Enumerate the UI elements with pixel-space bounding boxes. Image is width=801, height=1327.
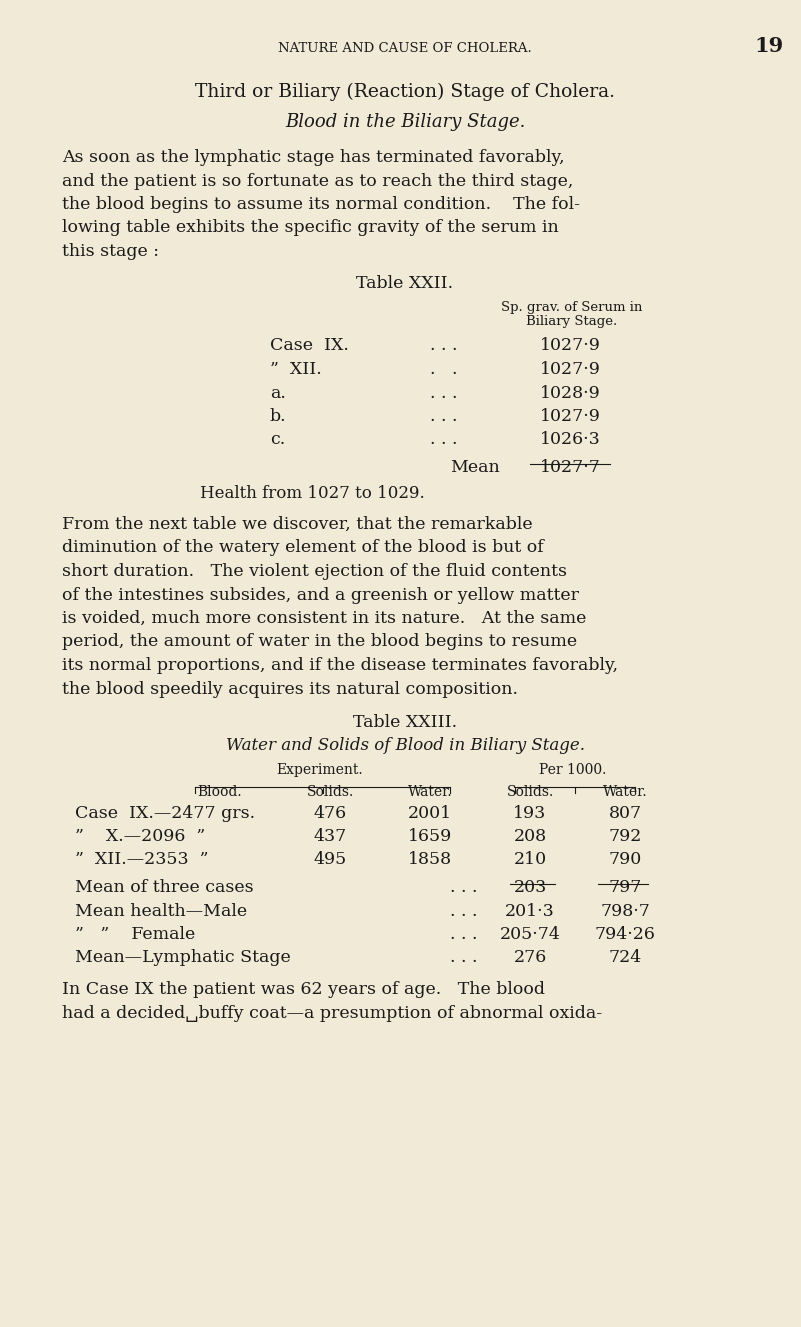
Text: short duration.   The violent ejection of the fluid contents: short duration. The violent ejection of …: [62, 563, 567, 580]
Text: Table XXIII.: Table XXIII.: [353, 714, 457, 731]
Text: had a decided␣buffy coat—a presumption of abnormal oxida-: had a decided␣buffy coat—a presumption o…: [62, 1005, 602, 1022]
Text: 495: 495: [313, 852, 347, 868]
Text: b.: b.: [270, 407, 287, 425]
Text: 476: 476: [313, 804, 347, 821]
Text: a.: a.: [270, 385, 286, 402]
Text: 205·74: 205·74: [500, 926, 561, 943]
Text: 792: 792: [608, 828, 642, 845]
Text: As soon as the lymphatic stage has terminated favorably,: As soon as the lymphatic stage has termi…: [62, 149, 565, 166]
Text: Water.: Water.: [408, 786, 453, 799]
Text: 2001: 2001: [408, 804, 452, 821]
Text: the blood begins to assume its normal condition.    The fol-: the blood begins to assume its normal co…: [62, 196, 580, 214]
Text: 1028·9: 1028·9: [540, 385, 601, 402]
Text: Mean health—Male: Mean health—Male: [75, 902, 248, 920]
Text: 1026·3: 1026·3: [540, 431, 601, 449]
Text: Table XXII.: Table XXII.: [356, 275, 453, 292]
Text: . . .: . . .: [430, 431, 457, 449]
Text: Blood.: Blood.: [198, 786, 243, 799]
Text: 203: 203: [513, 878, 546, 896]
Text: . . .: . . .: [450, 950, 477, 966]
Text: . . .: . . .: [430, 407, 457, 425]
Text: 210: 210: [513, 852, 546, 868]
Text: 201·3: 201·3: [505, 902, 555, 920]
Text: of the intestines subsides, and a greenish or yellow matter: of the intestines subsides, and a greeni…: [62, 587, 579, 604]
Text: 1858: 1858: [408, 852, 452, 868]
Text: . . .: . . .: [430, 385, 457, 402]
Text: 790: 790: [609, 852, 642, 868]
Text: 437: 437: [313, 828, 347, 845]
Text: Experiment.: Experiment.: [276, 763, 364, 778]
Text: Solids.: Solids.: [306, 786, 353, 799]
Text: NATURE AND CAUSE OF CHOLERA.: NATURE AND CAUSE OF CHOLERA.: [278, 42, 532, 54]
Text: ”   ”    Female: ” ” Female: [75, 926, 195, 943]
Text: and the patient is so fortunate as to reach the third stage,: and the patient is so fortunate as to re…: [62, 173, 574, 190]
Text: 208: 208: [513, 828, 546, 845]
Text: 1027·9: 1027·9: [540, 407, 601, 425]
Text: c.: c.: [270, 431, 285, 449]
Text: Water and Solids of Blood in Biliary Stage.: Water and Solids of Blood in Biliary Sta…: [226, 738, 585, 755]
Text: 1027·9: 1027·9: [540, 361, 601, 378]
Text: the blood speedily acquires its natural composition.: the blood speedily acquires its natural …: [62, 681, 518, 698]
Text: In Case IX the patient was 62 years of age.   The blood: In Case IX the patient was 62 years of a…: [62, 981, 545, 998]
Text: Sp. grav. of Serum in: Sp. grav. of Serum in: [501, 301, 642, 314]
Text: this stage :: this stage :: [62, 243, 159, 260]
Text: Biliary Stage.: Biliary Stage.: [526, 314, 618, 328]
Text: Mean: Mean: [450, 459, 500, 476]
Text: 1027·7: 1027·7: [540, 459, 601, 476]
Text: . . .: . . .: [450, 878, 477, 896]
Text: Case  IX.: Case IX.: [270, 337, 349, 354]
Text: 1027·9: 1027·9: [540, 337, 601, 354]
Text: 193: 193: [513, 804, 546, 821]
Text: Blood in the Biliary Stage.: Blood in the Biliary Stage.: [285, 113, 525, 131]
Text: is voided, much more consistent in its nature.   At the same: is voided, much more consistent in its n…: [62, 610, 586, 626]
Text: Solids.: Solids.: [506, 786, 553, 799]
Text: Health from 1027 to 1029.: Health from 1027 to 1029.: [200, 484, 425, 502]
Text: 798·7: 798·7: [600, 902, 650, 920]
Text: period, the amount of water in the blood begins to resume: period, the amount of water in the blood…: [62, 633, 578, 650]
Text: Third or Biliary (Reaction) Stage of Cholera.: Third or Biliary (Reaction) Stage of Cho…: [195, 82, 615, 101]
Text: ”  XII.—2353  ”: ” XII.—2353 ”: [75, 852, 208, 868]
Text: lowing table exhibits the specific gravity of the serum in: lowing table exhibits the specific gravi…: [62, 219, 559, 236]
Text: 19: 19: [754, 36, 783, 56]
Text: 276: 276: [513, 950, 546, 966]
Text: its normal proportions, and if the disease terminates favorably,: its normal proportions, and if the disea…: [62, 657, 618, 674]
Text: ”  XII.: ” XII.: [270, 361, 322, 378]
Text: ”    X.—2096  ”: ” X.—2096 ”: [75, 828, 205, 845]
Text: . . .: . . .: [450, 902, 477, 920]
Text: From the next table we discover, that the remarkable: From the next table we discover, that th…: [62, 516, 533, 533]
Text: . . .: . . .: [430, 337, 457, 354]
Text: . . .: . . .: [450, 926, 477, 943]
Text: 807: 807: [609, 804, 642, 821]
Text: Per 1000.: Per 1000.: [539, 763, 606, 778]
Text: .   .: . .: [430, 361, 457, 378]
Text: 794·26: 794·26: [594, 926, 655, 943]
Text: Case  IX.—2477 grs.: Case IX.—2477 grs.: [75, 804, 256, 821]
Text: Mean of three cases: Mean of three cases: [75, 878, 254, 896]
Text: 797: 797: [608, 878, 642, 896]
Text: Mean—Lymphatic Stage: Mean—Lymphatic Stage: [75, 950, 291, 966]
Text: diminution of the watery element of the blood is but of: diminution of the watery element of the …: [62, 540, 544, 556]
Text: 724: 724: [609, 950, 642, 966]
Text: Water.: Water.: [602, 786, 647, 799]
Text: 1659: 1659: [408, 828, 452, 845]
